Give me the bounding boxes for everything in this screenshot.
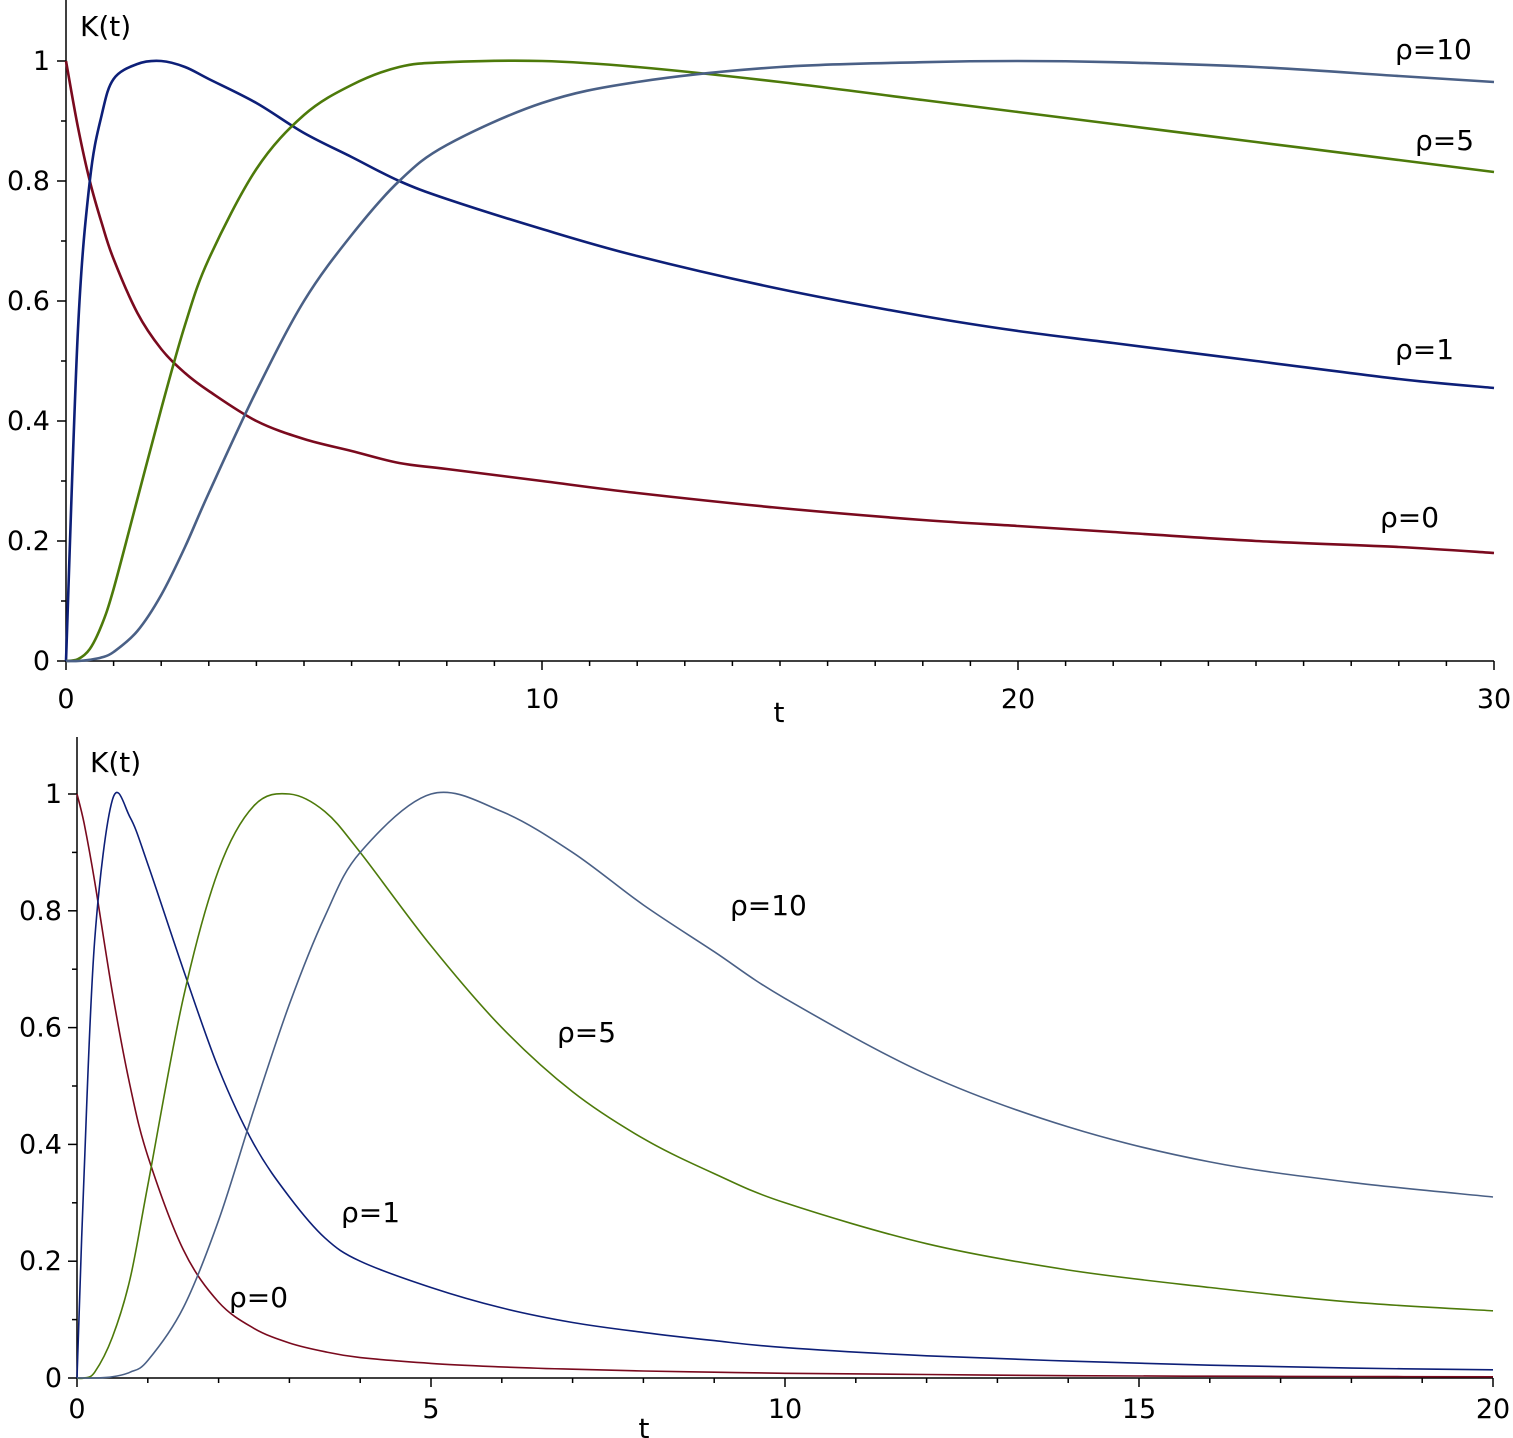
y-tick-label: 0.4 [7, 406, 50, 437]
y-tick-label: 0.6 [7, 286, 50, 317]
x-tick-label: 30 [1477, 684, 1511, 715]
y-tick-label: 1 [33, 46, 50, 77]
x-tick-label: 0 [57, 684, 74, 715]
series-label: ρ=10 [1395, 33, 1472, 66]
x-tick-label: 20 [1001, 684, 1035, 715]
series-label: ρ=10 [730, 889, 807, 922]
x-tick-label: 10 [525, 684, 559, 715]
y-tick-label: 0.4 [19, 1129, 62, 1160]
y-tick-label: 0 [45, 1363, 62, 1394]
series-line [64, 59, 1495, 662]
y-tick-label: 0.2 [7, 526, 50, 557]
series-label: ρ=5 [557, 1016, 616, 1049]
x-axis-title: t [774, 696, 785, 729]
x-tick-label: 20 [1476, 1394, 1510, 1425]
chart-bottom: 0 5 10 15 20 0 0.2 0.4 0.6 0.8 1 t K(t) ρ=0 ρ=1 ρ=5 ρ=10 [19, 737, 1510, 1438]
x-tick-label: 5 [422, 1394, 439, 1425]
series-line [65, 59, 1495, 663]
y-tick-label: 0 [33, 646, 50, 677]
series-line [76, 792, 1494, 1380]
series-line [65, 59, 1495, 663]
chart-top: 0 10 20 30 0 0.2 0.4 0.6 0.8 1 t K(t) ρ=0 ρ=1 ρ=5 ρ=10 [7, 0, 1511, 729]
series-line [77, 791, 1494, 1379]
series-label: ρ=0 [229, 1281, 288, 1314]
series-label: ρ=0 [1380, 501, 1439, 534]
x-tick-label: 0 [68, 1394, 85, 1425]
series-line [76, 793, 1494, 1378]
y-tick-label: 0.8 [19, 896, 62, 927]
x-tick-label: 15 [1122, 1394, 1156, 1425]
series-line [76, 791, 1494, 1379]
y-axis-title: K(t) [80, 10, 131, 43]
y-tick-label: 1 [45, 779, 62, 810]
x-tick-label: 10 [768, 1394, 802, 1425]
y-tick-label: 0.8 [7, 166, 50, 197]
y-axis-title: K(t) [90, 746, 141, 779]
series-label: ρ=1 [341, 1196, 400, 1229]
y-tick-label: 0.2 [19, 1246, 62, 1277]
series-label: ρ=5 [1415, 124, 1474, 157]
series-label: ρ=1 [1395, 333, 1454, 366]
y-tick-label: 0.6 [19, 1013, 62, 1044]
series-line [64, 60, 1495, 555]
x-axis-title: t [639, 1412, 650, 1438]
